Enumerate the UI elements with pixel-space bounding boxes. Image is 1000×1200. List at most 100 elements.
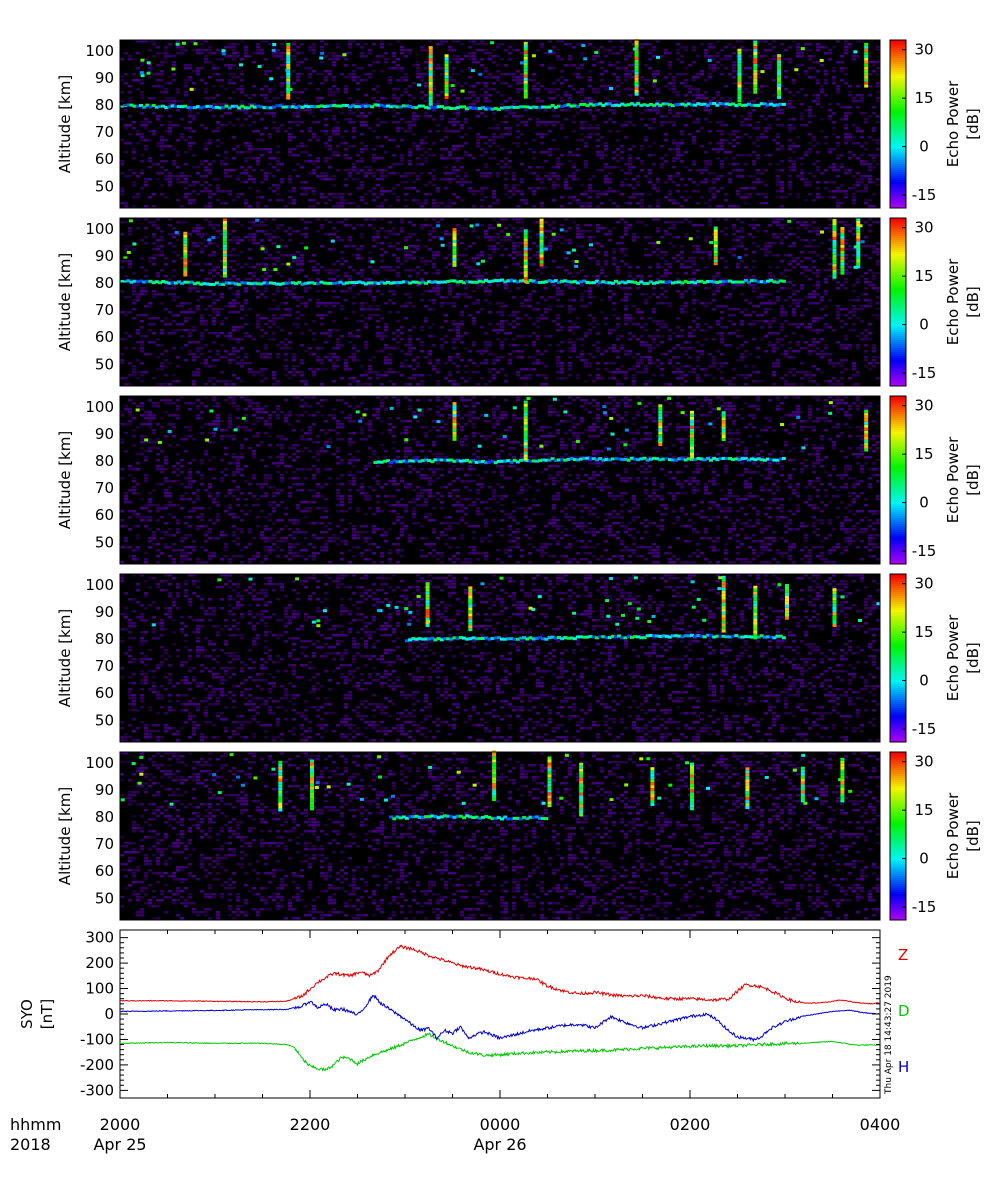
noise-cell: [448, 245, 452, 248]
noise-cell: [240, 58, 244, 61]
colorbar-segment: [890, 206, 906, 209]
noise-cell: [388, 347, 392, 350]
noise-cell: [312, 187, 316, 190]
noise-cell: [364, 172, 368, 175]
noise-cell: [376, 335, 380, 338]
echo-layer-cell: [734, 104, 739, 108]
noise-cell: [576, 73, 580, 76]
noise-cell: [428, 115, 432, 118]
noise-cell: [364, 341, 368, 344]
noise-cell: [520, 76, 524, 79]
noise-cell: [196, 341, 200, 344]
noise-cell: [384, 359, 388, 362]
noise-cell: [128, 100, 132, 103]
noise-cell: [404, 199, 408, 202]
noise-cell: [164, 359, 168, 362]
noise-cell: [448, 46, 452, 49]
noise-cell: [284, 205, 288, 208]
noise-cell: [504, 100, 508, 103]
noise-cell: [500, 43, 504, 46]
noise-cell: [348, 121, 352, 124]
noise-cell: [440, 302, 444, 305]
noise-cell: [236, 362, 240, 365]
noise-cell: [832, 121, 836, 124]
noise-cell: [396, 196, 400, 199]
noise-cell: [720, 121, 724, 124]
noise-cell: [312, 269, 316, 272]
noise-cell: [836, 190, 840, 193]
noise-cell: [256, 46, 260, 49]
noise-cell: [200, 163, 204, 166]
noise-cell: [380, 190, 384, 193]
noise-cell: [592, 55, 596, 58]
noise-cell: [192, 287, 196, 290]
noise-cell: [180, 46, 184, 49]
noise-cell: [512, 184, 516, 187]
noise-cell: [672, 166, 676, 169]
echo-layer-cell: [367, 104, 371, 108]
noise-cell: [396, 172, 400, 175]
noise-cell: [168, 224, 172, 227]
noise-cell: [216, 350, 220, 353]
noise-cell: [448, 284, 452, 287]
noise-cell: [552, 139, 556, 142]
noise-cell: [232, 326, 236, 329]
echo-layer-cell: [658, 103, 663, 107]
noise-cell: [360, 248, 364, 251]
echo-column-cell: [864, 66, 869, 70]
noise-cell: [656, 106, 660, 109]
noise-cell: [456, 61, 460, 64]
echo-column-cell: [777, 95, 782, 99]
noise-cell: [332, 305, 336, 308]
noise-cell: [324, 233, 328, 236]
echo-layer-cell: [680, 102, 685, 106]
noise-cell: [184, 320, 188, 323]
noise-cell: [216, 266, 220, 269]
noise-cell: [312, 266, 316, 269]
noise-cell: [376, 314, 380, 317]
noise-cell: [424, 260, 428, 263]
noise-cell: [332, 118, 336, 121]
noise-cell: [652, 163, 656, 166]
noise-cell: [400, 175, 404, 178]
noise-cell: [440, 43, 444, 46]
noise-cell: [260, 169, 264, 172]
noise-cell: [640, 202, 644, 205]
noise-cell: [236, 263, 240, 266]
noise-cell: [324, 356, 328, 359]
noise-cell: [380, 284, 384, 287]
noise-cell: [504, 184, 508, 187]
noise-cell: [336, 230, 340, 233]
noise-cell: [448, 380, 452, 383]
noise-cell: [656, 187, 660, 190]
noise-cell: [212, 224, 216, 227]
noise-cell: [444, 136, 448, 139]
echo-layer-cell: [671, 104, 675, 108]
noise-cell: [276, 52, 280, 55]
noise-cell: [372, 187, 376, 190]
noise-cell: [296, 296, 300, 299]
noise-cell: [304, 233, 308, 236]
noise-cell: [120, 190, 124, 193]
noise-cell: [432, 308, 436, 311]
noise-cell: [212, 193, 216, 196]
noise-cell: [628, 112, 632, 115]
noise-cell: [324, 269, 328, 272]
noise-cell: [480, 58, 484, 61]
noise-cell: [384, 374, 388, 377]
noise-cell: [568, 109, 572, 112]
echo-layer-cell: [509, 105, 514, 109]
noise-cell: [520, 178, 524, 181]
noise-cell: [488, 139, 492, 142]
noise-cell: [348, 332, 352, 335]
noise-cell: [716, 55, 720, 58]
noise-cell: [204, 91, 208, 94]
noise-cell: [856, 190, 860, 193]
noise-cell: [192, 245, 196, 248]
echo-layer-cell: [192, 106, 197, 110]
noise-cell: [628, 94, 632, 97]
noise-cell: [224, 163, 228, 166]
noise-cell: [296, 61, 300, 64]
noise-cell: [312, 199, 316, 202]
noise-cell: [420, 202, 424, 205]
